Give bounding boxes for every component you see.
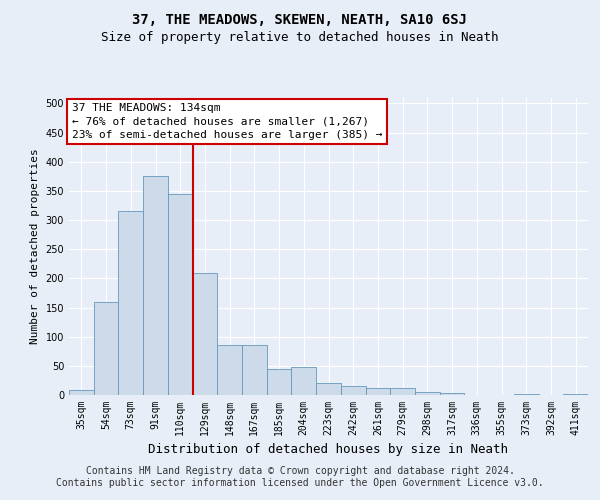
Bar xyxy=(143,176,168,395)
Text: 37 THE MEADOWS: 134sqm
← 76% of detached houses are smaller (1,267)
23% of semi-: 37 THE MEADOWS: 134sqm ← 76% of detached… xyxy=(71,104,382,140)
Bar xyxy=(563,394,588,395)
Bar xyxy=(217,346,242,395)
Bar xyxy=(69,390,94,395)
Bar xyxy=(193,272,217,395)
Bar xyxy=(390,388,415,395)
Text: 37, THE MEADOWS, SKEWEN, NEATH, SA10 6SJ: 37, THE MEADOWS, SKEWEN, NEATH, SA10 6SJ xyxy=(133,12,467,26)
Bar xyxy=(440,393,464,395)
Bar xyxy=(242,346,267,395)
Bar xyxy=(415,392,440,395)
Text: Size of property relative to detached houses in Neath: Size of property relative to detached ho… xyxy=(101,31,499,44)
Bar xyxy=(118,211,143,395)
Bar xyxy=(168,194,193,395)
Y-axis label: Number of detached properties: Number of detached properties xyxy=(30,148,40,344)
Bar xyxy=(341,386,365,395)
X-axis label: Distribution of detached houses by size in Neath: Distribution of detached houses by size … xyxy=(149,444,509,456)
Bar xyxy=(316,384,341,395)
Bar xyxy=(94,302,118,395)
Bar xyxy=(514,394,539,395)
Bar xyxy=(292,367,316,395)
Bar xyxy=(365,388,390,395)
Text: Contains HM Land Registry data © Crown copyright and database right 2024.
Contai: Contains HM Land Registry data © Crown c… xyxy=(56,466,544,487)
Bar xyxy=(267,369,292,395)
